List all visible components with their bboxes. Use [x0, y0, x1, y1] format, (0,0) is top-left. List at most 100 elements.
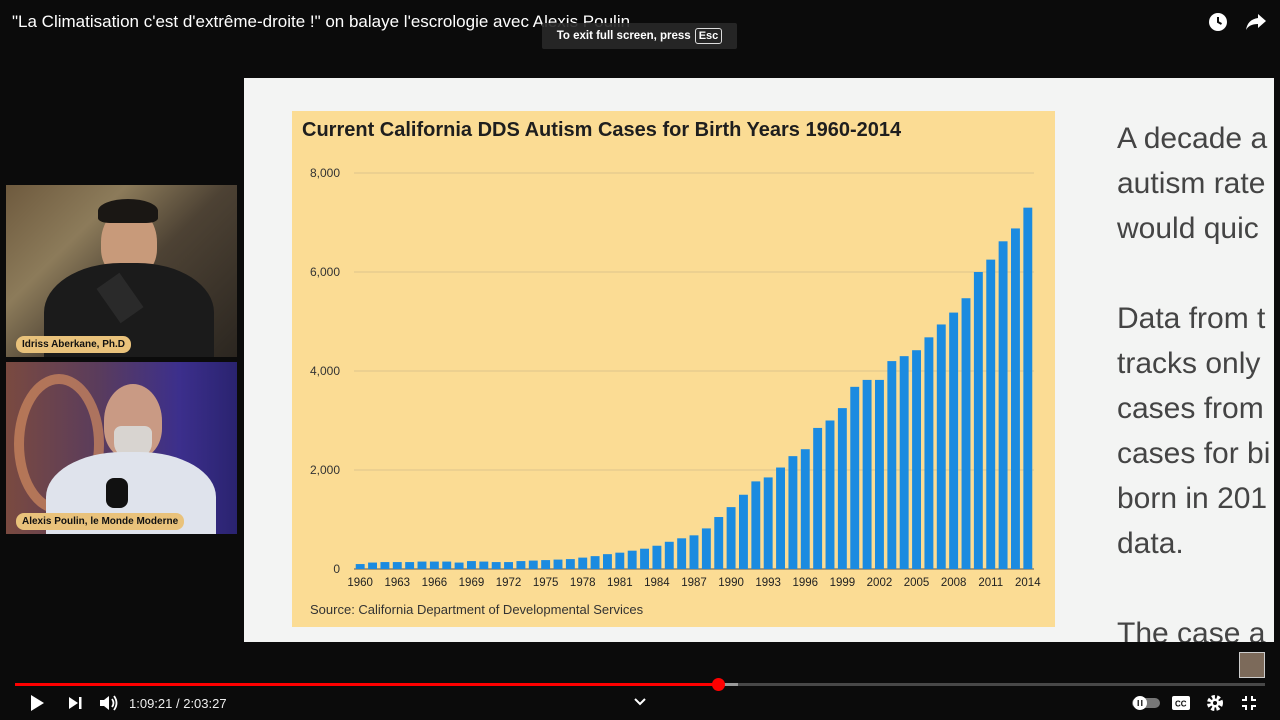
autoplay-toggle[interactable] [1131, 692, 1161, 714]
slide-text-line: tracks only [1117, 347, 1261, 380]
chart-bar [467, 561, 476, 569]
x-tick-label: 1966 [422, 577, 448, 589]
chart-bar [837, 408, 847, 569]
play-icon [31, 695, 44, 711]
chart-bar [949, 312, 959, 569]
chart-bar [887, 361, 897, 569]
next-icon [69, 697, 82, 709]
captions-button[interactable]: CC [1170, 692, 1192, 714]
x-tick-label: 1969 [459, 577, 485, 589]
chart-bar [973, 272, 983, 569]
chart-bar [739, 494, 748, 569]
chart-bar [986, 259, 996, 569]
slide-text-line: would quic [1117, 212, 1259, 245]
slide-text-line: cases for bi [1117, 437, 1271, 470]
chart-bar [912, 350, 921, 569]
x-tick-label: 1960 [347, 577, 373, 589]
webcam-guest: Alexis Poulin, le Monde Moderne [6, 362, 237, 534]
y-tick-label: 0 [333, 562, 340, 576]
chart-bar [813, 427, 823, 569]
watch-later-icon[interactable] [1206, 10, 1230, 34]
x-tick-label: 2014 [1015, 577, 1041, 589]
slide-text-line [1117, 566, 1274, 611]
webcam-host: Idriss Aberkane, Ph.D [6, 185, 237, 357]
chart-canvas: 0 2,000 4,000 6,000 8,000 1960 1963 1966 1969 197… [310, 166, 1041, 589]
chart-bar [479, 561, 489, 569]
volume-icon [100, 695, 118, 711]
channel-avatar[interactable] [1239, 652, 1265, 678]
chart-bar [541, 560, 551, 569]
chart-bar [825, 420, 835, 569]
slide-text-line: data. [1117, 527, 1184, 560]
guest-name-label: Alexis Poulin, le Monde Moderne [16, 513, 185, 530]
chart-bar [701, 528, 711, 569]
share-icon[interactable] [1244, 10, 1268, 34]
chart-bar [590, 556, 600, 569]
fullscreen-toast: To exit full screen, press Esc [542, 23, 737, 49]
x-tick-label: 1987 [681, 577, 707, 589]
scrubber-handle[interactable] [711, 678, 725, 691]
next-button[interactable] [64, 692, 86, 714]
fullscreen-toast-text: To exit full screen, press [556, 30, 691, 42]
progress-bar[interactable] [15, 683, 1265, 686]
chart-title: Current California DDS Autism Cases for … [302, 119, 902, 141]
x-tick-label: 2005 [904, 577, 930, 589]
presentation-slide: 0 2,000 4,000 6,000 8,000 1960 1963 1966 1969 197… [244, 78, 1274, 642]
y-tick-label: 2,000 [310, 463, 340, 477]
chapter-expand-button[interactable] [632, 691, 648, 713]
time-display: 1:09:21 / 2:03:27 [129, 696, 227, 711]
play-button[interactable] [26, 692, 48, 714]
chart-bar [565, 559, 575, 569]
y-tick-label: 6,000 [310, 265, 340, 279]
top-actions [1206, 10, 1268, 34]
slide-text-line: The case a [1117, 617, 1266, 642]
slide-text-line: autism rate [1117, 167, 1266, 200]
chart-bar [392, 562, 402, 569]
chart-bar [615, 552, 625, 569]
chart-bar [380, 562, 390, 569]
chart-bar [405, 562, 415, 569]
chart-bar [417, 561, 427, 569]
chart-bar [763, 477, 773, 569]
volume-button[interactable] [97, 692, 121, 714]
chart-bar [652, 545, 662, 569]
chart-bar [627, 550, 637, 569]
chart-bar [664, 541, 674, 569]
x-tick-label: 1984 [644, 577, 670, 589]
x-tick-label: 1972 [496, 577, 522, 589]
chart-bar [776, 467, 785, 569]
current-time: 1:09:21 [129, 696, 173, 711]
chart-bar [924, 337, 934, 569]
captions-icon: CC [1172, 696, 1190, 710]
chart-bar [862, 379, 872, 569]
x-tick-label: 1996 [792, 577, 818, 589]
chart-bar [516, 561, 526, 569]
x-tick-label: 1981 [607, 577, 633, 589]
video-title[interactable]: "La Climatisation c'est d'extrême-droite… [12, 12, 631, 31]
x-tick-label: 1963 [384, 577, 410, 589]
chart-bar [961, 298, 971, 569]
x-tick-label: 1993 [755, 577, 781, 589]
y-tick-label: 8,000 [310, 166, 340, 180]
chart-bar [1023, 207, 1033, 569]
chart-bar [491, 562, 501, 569]
x-tick-label: 2008 [941, 577, 967, 589]
y-tick-label: 4,000 [310, 364, 340, 378]
chart-bar [429, 561, 439, 569]
settings-button[interactable] [1204, 692, 1226, 714]
chart-bar [677, 538, 687, 569]
exit-fullscreen-button[interactable] [1238, 692, 1260, 714]
x-tick-label: 2011 [978, 577, 1003, 589]
chevron-down-icon [634, 698, 646, 706]
played-bar [15, 683, 718, 686]
chart-bar [899, 356, 909, 569]
chart-bar [504, 562, 513, 569]
chart-bar [578, 557, 588, 569]
chart-bar [998, 241, 1008, 569]
exit-fullscreen-icon [1242, 696, 1256, 710]
chart-bar [454, 562, 464, 569]
chart-bar [726, 507, 736, 569]
x-tick-label: 1990 [718, 577, 744, 589]
chart-bar [788, 456, 798, 569]
x-tick-label: 1999 [830, 577, 856, 589]
